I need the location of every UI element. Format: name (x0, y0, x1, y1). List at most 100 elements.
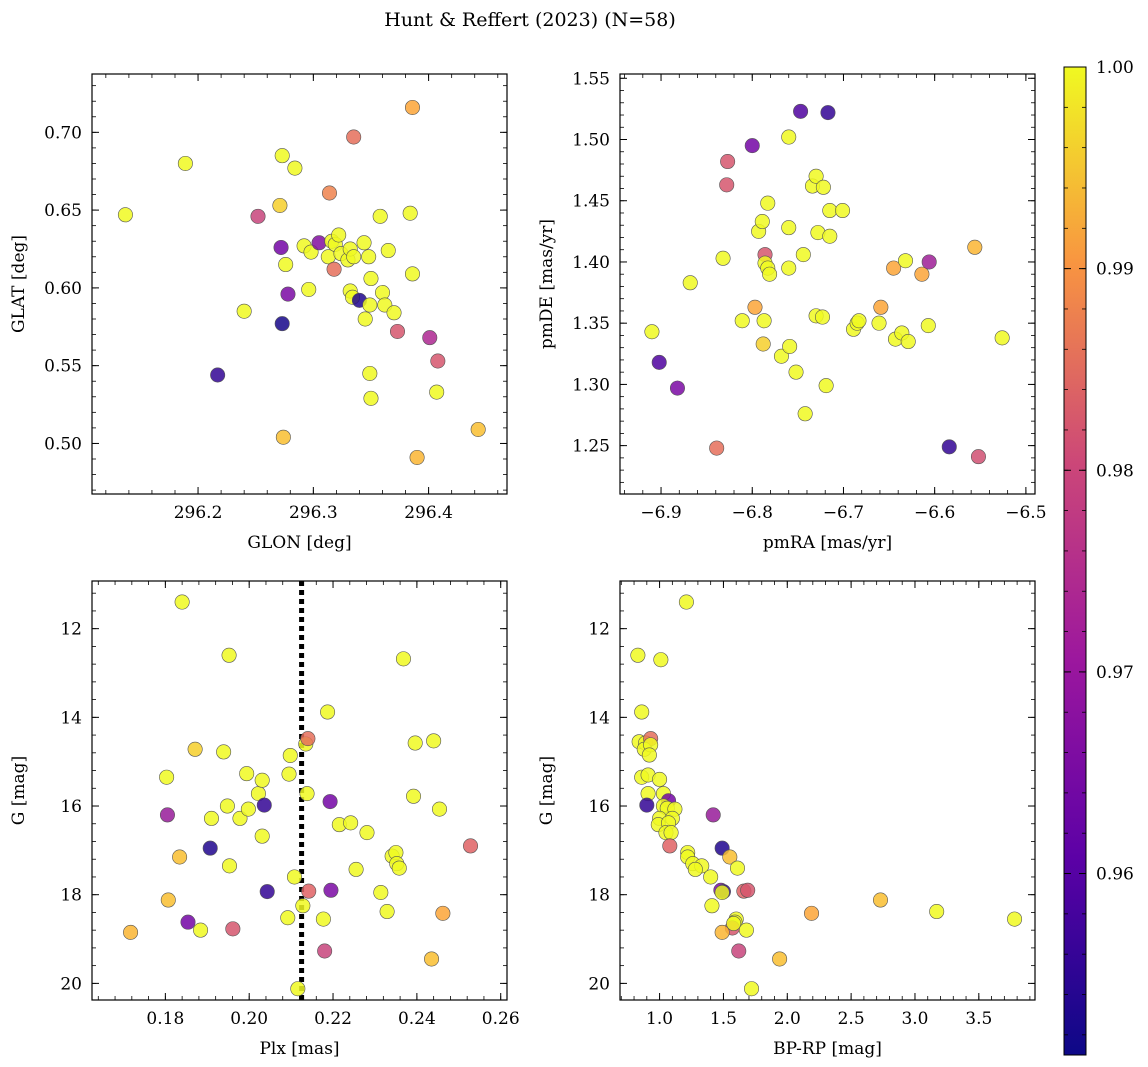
data-point (719, 177, 735, 193)
data-point (380, 243, 396, 259)
data-point (422, 330, 438, 346)
x-tick-label: −6.9 (640, 503, 681, 523)
data-point (722, 849, 738, 865)
data-point (287, 160, 303, 176)
data-point (280, 286, 296, 302)
data-point (389, 323, 405, 339)
y-tick-label: 0.50 (44, 434, 82, 454)
y-tick-label: 0.60 (44, 279, 82, 299)
data-point (744, 138, 760, 154)
data-point (872, 892, 888, 908)
data-point (322, 794, 338, 810)
data-point (755, 336, 771, 352)
data-point (773, 348, 789, 364)
data-point (703, 869, 719, 885)
colorbar-tick-label: 0.99 (1096, 260, 1134, 280)
data-point (795, 247, 811, 263)
data-point (873, 299, 889, 315)
data-point (426, 733, 442, 749)
data-point (280, 910, 296, 926)
colorbar: 0.96 0.97 0.98 0.99 1.00 (1063, 58, 1134, 1056)
data-point (653, 652, 669, 668)
y-tick-label: 1.55 (572, 69, 610, 89)
data-point (470, 421, 486, 437)
x-tick-label: 296.4 (404, 503, 453, 523)
panel-4: 1.0 1.5 2.0 2.5 3.0 3.5 12 14 16 18 20 BP-RP [mag] G… (537, 580, 1036, 1059)
data-point (782, 338, 798, 354)
x-tick-label: −6.8 (732, 503, 773, 523)
x-axis-label: Plx [mas] (259, 1039, 339, 1059)
data-point (290, 981, 306, 997)
y-tick-label: 18 (60, 886, 82, 906)
data-point (391, 860, 407, 876)
data-point (734, 313, 750, 329)
data-point (678, 594, 694, 610)
data-point (402, 205, 418, 221)
data-point (914, 266, 930, 282)
data-point (921, 254, 937, 270)
panel-2: −6.9 −6.8 −6.7 −6.6 −6.5 1.25 1.30 1.35 1.40 1.45… (537, 69, 1047, 553)
y-axis-label: G [mag] (537, 756, 557, 825)
data-point (651, 354, 667, 370)
data-point (652, 771, 668, 787)
data-point (704, 898, 720, 914)
axes-frame (619, 73, 1036, 495)
data-point (374, 285, 390, 301)
colorbar-tick-label: 0.97 (1096, 663, 1134, 683)
data-point (221, 647, 237, 663)
data-point (343, 815, 359, 831)
x-tick-label: 0.22 (314, 1009, 352, 1029)
x-tick-label: −6.5 (1005, 503, 1046, 523)
data-point (254, 772, 270, 788)
data-point (967, 239, 983, 255)
data-point (634, 704, 650, 720)
data-point (641, 747, 657, 763)
y-tick-label: 12 (588, 620, 610, 640)
data-point (994, 330, 1010, 346)
data-point (760, 195, 776, 211)
data-point (714, 924, 730, 940)
data-point (274, 316, 290, 332)
x-tick-label: 296.2 (174, 503, 223, 523)
plot-area (92, 74, 507, 494)
y-tick-label: 20 (588, 974, 610, 994)
data-point (386, 305, 402, 321)
data-point (729, 860, 745, 876)
data-point (250, 208, 266, 224)
data-point (808, 168, 824, 184)
data-point (941, 439, 957, 455)
data-point (463, 838, 479, 854)
data-point (373, 884, 389, 900)
data-point (822, 228, 838, 244)
data-point (744, 981, 760, 997)
data-point (363, 271, 379, 287)
data-point (272, 197, 288, 213)
data-point (663, 825, 679, 841)
data-point (216, 744, 232, 760)
x-tick-label: 0.20 (230, 1009, 268, 1029)
data-point (788, 364, 804, 380)
data-point (346, 249, 362, 265)
x-tick-label: 0.24 (398, 1009, 436, 1029)
data-point (239, 766, 255, 782)
data-point (295, 898, 311, 914)
y-tick-label: 1.30 (572, 375, 610, 395)
x-tick-label: 0.18 (146, 1009, 184, 1029)
data-point (301, 281, 317, 297)
data-point (740, 882, 756, 898)
data-point (346, 129, 362, 145)
y-tick-label: 14 (588, 708, 610, 728)
data-point (705, 807, 721, 823)
data-point (820, 105, 836, 121)
data-point (404, 99, 420, 115)
y-tick-label: 1.45 (572, 192, 610, 212)
data-point (835, 203, 851, 219)
data-point (435, 905, 451, 921)
data-point (395, 651, 411, 667)
data-point (781, 220, 797, 236)
colorbar-gradient (1063, 66, 1087, 1056)
colorbar-tick-label: 0.96 (1096, 865, 1134, 885)
data-point (900, 334, 916, 350)
x-axis-label: pmRA [mas/yr] (763, 533, 892, 553)
data-point (177, 155, 193, 171)
